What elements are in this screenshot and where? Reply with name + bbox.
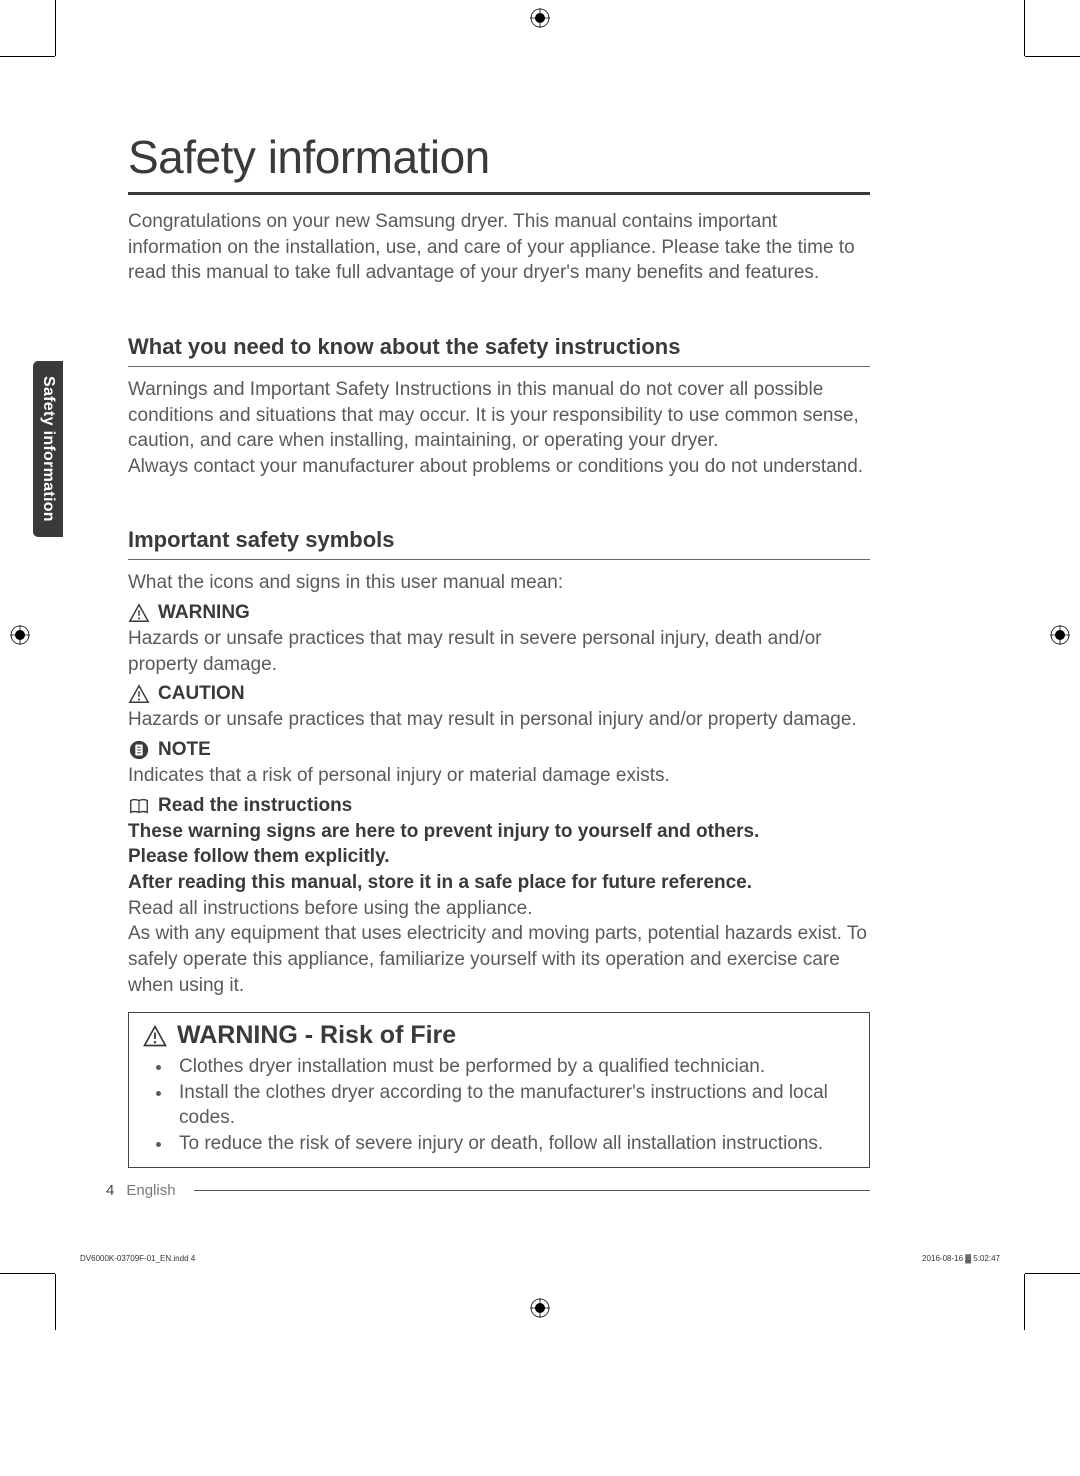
warning-triangle-icon bbox=[143, 1024, 167, 1048]
symbol-label: Read the instructions bbox=[158, 795, 352, 817]
page-number: 4 bbox=[106, 1182, 114, 1199]
footer-language: English bbox=[126, 1182, 175, 1199]
section-heading-1: What you need to know about the safety i… bbox=[128, 334, 870, 367]
body-text: Always contact your manufacturer about p… bbox=[128, 454, 870, 480]
registration-mark-icon bbox=[530, 8, 550, 28]
body-text: Warnings and Important Safety Instructio… bbox=[128, 377, 870, 454]
warning-triangle-icon bbox=[128, 602, 150, 624]
registration-mark-icon bbox=[1050, 625, 1070, 645]
symbol-label: WARNING bbox=[158, 602, 250, 624]
bold-text: After reading this manual, store it in a… bbox=[128, 870, 870, 896]
body-text: Hazards or unsafe practices that may res… bbox=[128, 626, 870, 677]
note-circle-icon bbox=[128, 739, 150, 761]
registration-mark-icon bbox=[10, 625, 30, 645]
symbol-label: CAUTION bbox=[158, 683, 245, 705]
warning-box-title: WARNING - Risk of Fire bbox=[177, 1021, 456, 1050]
list-item: Clothes dryer installation must be perfo… bbox=[173, 1054, 855, 1080]
body-text: What the icons and signs in this user ma… bbox=[128, 570, 870, 596]
symbol-label: NOTE bbox=[158, 739, 211, 761]
bold-text: These warning signs are here to prevent … bbox=[128, 819, 870, 845]
page-title: Safety information bbox=[128, 130, 870, 195]
footer-rule bbox=[194, 1190, 870, 1191]
side-tab: Safety information bbox=[33, 361, 63, 537]
list-item: Install the clothes dryer according to t… bbox=[173, 1080, 855, 1131]
list-item: To reduce the risk of severe injury or d… bbox=[173, 1131, 855, 1157]
warning-box: WARNING - Risk of Fire Clothes dryer ins… bbox=[128, 1012, 870, 1168]
print-metadata: DV6000K-03709F-01_EN.indd 4 bbox=[80, 1254, 195, 1263]
body-text: Indicates that a risk of personal injury… bbox=[128, 763, 870, 789]
caution-triangle-icon bbox=[128, 683, 150, 705]
body-text: As with any equipment that uses electric… bbox=[128, 921, 870, 998]
read-book-icon bbox=[128, 795, 150, 817]
bold-text: Please follow them explicitly. bbox=[128, 844, 870, 870]
intro-paragraph: Congratulations on your new Samsung drye… bbox=[128, 209, 870, 286]
print-metadata: 2016-08-16 ▓ 5:02:47 bbox=[922, 1254, 1000, 1263]
section-heading-2: Important safety symbols bbox=[128, 527, 870, 560]
body-text: Read all instructions before using the a… bbox=[128, 896, 870, 922]
registration-mark-icon bbox=[530, 1298, 550, 1318]
page-content: Safety information Congratulations on yo… bbox=[128, 130, 870, 1168]
body-text: Hazards or unsafe practices that may res… bbox=[128, 707, 870, 733]
page-footer: 4 English bbox=[106, 1182, 870, 1199]
